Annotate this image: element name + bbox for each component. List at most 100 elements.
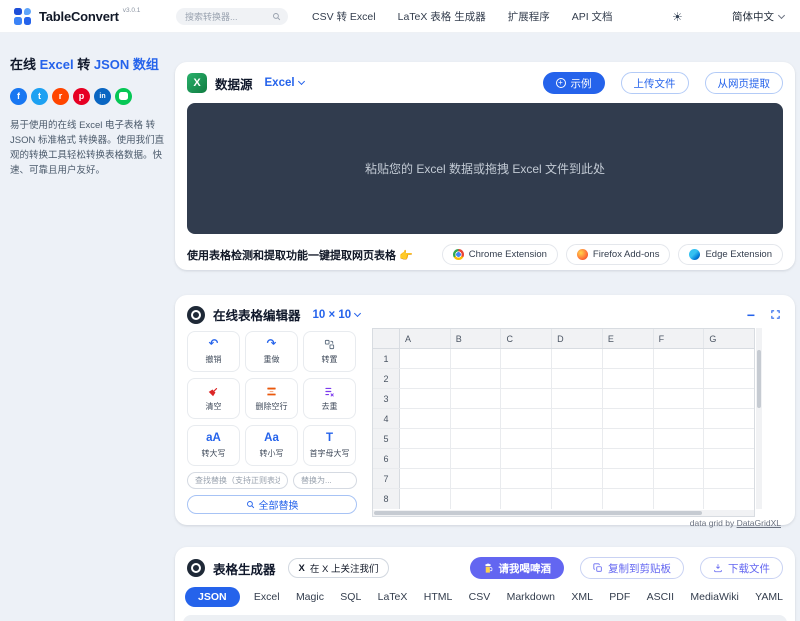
grid-horizontal-scrollbar[interactable]	[373, 510, 754, 516]
grid-cell[interactable]	[704, 389, 755, 408]
buy-me-a-beer-button[interactable]: 请我喝啤酒	[469, 557, 564, 579]
grid-row-header[interactable]: 3	[373, 389, 400, 408]
tab-csv[interactable]: CSV	[467, 587, 493, 607]
grid-cell[interactable]	[501, 349, 553, 368]
grid-cell[interactable]	[552, 369, 603, 388]
follow-on-x-button[interactable]: X 在 X 上关注我们	[287, 558, 390, 578]
grid-cell[interactable]	[552, 489, 603, 509]
grid-cell[interactable]	[552, 389, 603, 408]
grid-cell[interactable]	[552, 449, 603, 468]
grid-cell[interactable]	[704, 349, 755, 368]
grid-cell[interactable]	[552, 409, 603, 428]
grid-cell[interactable]	[400, 369, 451, 388]
scrollbar-thumb[interactable]	[374, 511, 702, 515]
replace-input[interactable]	[293, 472, 357, 489]
nav-item[interactable]: 扩展程序	[507, 11, 550, 23]
grid-corner-cell[interactable]	[373, 329, 400, 348]
grid-cell[interactable]	[501, 489, 553, 509]
grid-vertical-scrollbar[interactable]	[756, 328, 762, 509]
grid-row-header[interactable]: 5	[373, 429, 400, 448]
nav-item[interactable]: API 文档	[571, 11, 613, 23]
replace-all-button[interactable]: 全部替换	[187, 495, 357, 514]
tab-latex[interactable]: LaTeX	[376, 587, 410, 607]
source-format-select[interactable]: Excel	[265, 77, 305, 89]
grid-cell[interactable]	[653, 469, 705, 488]
linkedin-icon[interactable]: in	[94, 87, 111, 105]
grid-row-header[interactable]: 7	[373, 469, 400, 488]
grid-cell[interactable]	[450, 429, 502, 448]
grid-row-header[interactable]: 4	[373, 409, 400, 428]
tab-markdown[interactable]: Markdown	[505, 587, 557, 607]
grid-cell[interactable]	[450, 489, 502, 509]
grid-cell[interactable]	[602, 449, 654, 468]
grid-row-header[interactable]: 2	[373, 369, 400, 388]
redo-button[interactable]: ↷ 重做	[245, 331, 298, 372]
delete-empty-rows-button[interactable]: 删除空行	[245, 378, 298, 419]
tab-html[interactable]: HTML	[422, 587, 455, 607]
grid-cell[interactable]	[653, 389, 705, 408]
collapse-button[interactable]: −	[743, 307, 759, 323]
grid-column-header[interactable]: E	[603, 329, 654, 348]
grid-cell[interactable]	[653, 489, 705, 509]
extract-from-web-button[interactable]: 从网页提取	[704, 72, 783, 94]
grid-cell[interactable]	[653, 449, 705, 468]
grid-cell[interactable]	[450, 349, 502, 368]
line-icon[interactable]	[115, 87, 132, 105]
grid-cell[interactable]	[653, 349, 705, 368]
grid-cell[interactable]	[450, 469, 502, 488]
grid-cell[interactable]	[704, 469, 755, 488]
grid-cell[interactable]	[450, 369, 502, 388]
undo-button[interactable]: ↶ 撤销	[187, 331, 240, 372]
clear-button[interactable]: 清空	[187, 378, 240, 419]
grid-cell[interactable]	[400, 489, 451, 509]
tab-magic[interactable]: Magic	[294, 587, 326, 607]
grid-cell[interactable]	[602, 489, 654, 509]
pinterest-icon[interactable]: p	[73, 87, 90, 105]
grid-cell[interactable]	[704, 489, 755, 509]
grid-cell[interactable]	[602, 429, 654, 448]
grid-column-header[interactable]: A	[400, 329, 451, 348]
tab-pdf[interactable]: PDF	[607, 587, 632, 607]
grid-cell[interactable]	[400, 349, 451, 368]
grid-cell[interactable]	[602, 469, 654, 488]
find-input[interactable]	[187, 472, 288, 489]
tab-sql[interactable]: SQL	[338, 587, 363, 607]
download-file-button[interactable]: 下载文件	[700, 557, 783, 579]
theme-toggle[interactable]: ☀	[672, 0, 683, 33]
grid-cell[interactable]	[653, 409, 705, 428]
tab-yaml[interactable]: YAML	[753, 587, 785, 607]
grid-cell[interactable]	[450, 449, 502, 468]
grid-cell[interactable]	[501, 469, 553, 488]
grid-cell[interactable]	[552, 349, 603, 368]
grid-cell[interactable]	[653, 369, 705, 388]
grid-row-header[interactable]: 8	[373, 489, 400, 509]
grid-cell[interactable]	[501, 369, 553, 388]
table-size-select[interactable]: 10 × 10	[313, 309, 362, 321]
chrome-extension-pill[interactable]: Chrome Extension	[441, 244, 558, 265]
fullscreen-button[interactable]	[767, 307, 783, 323]
grid-cell[interactable]	[501, 409, 553, 428]
transpose-button[interactable]: 转置	[303, 331, 356, 372]
grid-cell[interactable]	[501, 389, 553, 408]
copy-to-clipboard-button[interactable]: 复制到剪贴板	[580, 557, 684, 579]
tab-excel[interactable]: Excel	[252, 587, 282, 607]
grid-cell[interactable]	[704, 409, 755, 428]
nav-item[interactable]: LaTeX 表格 生成器	[397, 11, 486, 23]
tableconvert-logo-icon[interactable]	[14, 7, 31, 25]
to-lowercase-button[interactable]: Aa 转小写	[245, 425, 298, 466]
language-selector[interactable]: 简体中文	[732, 0, 786, 33]
tab-json[interactable]: JSON	[185, 587, 240, 607]
grid-row-header[interactable]: 6	[373, 449, 400, 468]
grid-cell[interactable]	[400, 409, 451, 428]
upload-file-button[interactable]: 上传文件	[620, 72, 689, 94]
capitalize-button[interactable]: T 首字母大写	[303, 425, 356, 466]
grid-cell[interactable]	[450, 389, 502, 408]
facebook-icon[interactable]: f	[10, 87, 27, 105]
grid-cell[interactable]	[653, 429, 705, 448]
grid-cell[interactable]	[704, 449, 755, 468]
grid-cell[interactable]	[501, 449, 553, 468]
grid-cell[interactable]	[704, 369, 755, 388]
grid-column-header[interactable]: F	[654, 329, 705, 348]
grid-row-header[interactable]: 1	[373, 349, 400, 368]
grid-cell[interactable]	[602, 409, 654, 428]
